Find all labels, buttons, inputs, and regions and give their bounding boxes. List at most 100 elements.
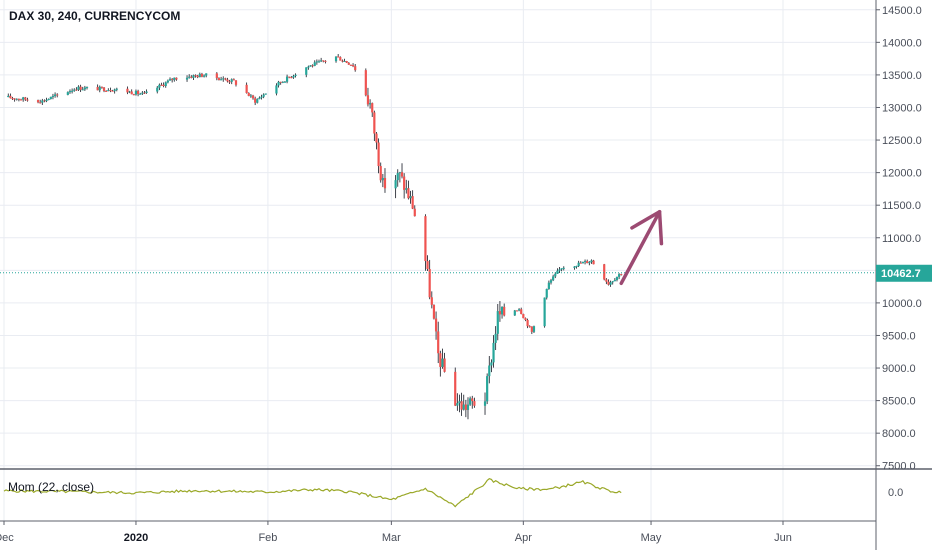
candle-body bbox=[469, 398, 472, 405]
candle-body bbox=[379, 166, 382, 181]
candle-body bbox=[134, 90, 138, 95]
candle-body bbox=[15, 98, 18, 100]
candle-body bbox=[283, 81, 287, 83]
candle-body bbox=[532, 326, 536, 332]
candle-body bbox=[145, 91, 148, 93]
candle-body bbox=[19, 99, 23, 101]
date-tick-label: May bbox=[641, 532, 662, 544]
arrow-head bbox=[630, 209, 664, 246]
candle-body bbox=[98, 86, 101, 91]
candle-body bbox=[583, 261, 587, 263]
candle-body bbox=[164, 82, 167, 86]
candle-body bbox=[613, 280, 616, 282]
candle-body bbox=[158, 84, 161, 88]
candle-body bbox=[579, 262, 582, 264]
candle-body bbox=[260, 96, 263, 98]
candle-body bbox=[264, 93, 267, 95]
candle-body bbox=[520, 309, 523, 315]
price-tick-label: 10000.0 bbox=[882, 298, 922, 310]
candle-body bbox=[75, 89, 78, 91]
candle-body bbox=[558, 269, 561, 271]
candle-body bbox=[496, 311, 499, 334]
price-tick-label: 13500.0 bbox=[882, 70, 922, 82]
candle-body bbox=[79, 86, 82, 90]
candle-body bbox=[126, 88, 129, 93]
candle-body bbox=[107, 90, 110, 92]
candle-body bbox=[560, 268, 563, 270]
candle-body bbox=[547, 282, 550, 290]
candle-body bbox=[322, 60, 325, 62]
candle-body bbox=[190, 76, 193, 78]
grid-lines bbox=[0, 0, 876, 521]
candle-body bbox=[247, 92, 250, 96]
momentum-label: Mom (22, close) bbox=[8, 480, 94, 494]
candle-body bbox=[454, 371, 457, 406]
candle-body bbox=[47, 98, 50, 100]
candle-body bbox=[166, 80, 169, 83]
candle-body bbox=[288, 76, 291, 78]
candle-body bbox=[354, 66, 357, 71]
candle-body bbox=[488, 365, 491, 377]
candle-body bbox=[526, 319, 529, 327]
candle-body bbox=[224, 78, 227, 80]
candle-body bbox=[607, 281, 610, 285]
candle-body bbox=[215, 73, 218, 79]
candle-body bbox=[136, 90, 140, 95]
candle-body bbox=[515, 310, 519, 312]
candle-body bbox=[43, 100, 46, 102]
candle-body bbox=[307, 66, 310, 68]
candle-body bbox=[375, 133, 378, 143]
candle-body bbox=[575, 265, 578, 267]
candle-body bbox=[275, 85, 278, 94]
candle-body bbox=[24, 97, 27, 100]
candle-body bbox=[503, 306, 506, 316]
candle-body bbox=[77, 86, 80, 90]
candle-body bbox=[343, 60, 346, 62]
candle-body bbox=[311, 65, 314, 67]
candle-body bbox=[168, 79, 172, 81]
candle-body bbox=[222, 78, 225, 80]
candle-body bbox=[394, 180, 397, 189]
candle-body bbox=[194, 75, 197, 77]
candle-body bbox=[396, 173, 399, 181]
last-price-box bbox=[876, 264, 932, 282]
candle-body bbox=[615, 276, 619, 281]
price-tick-label: 7500.0 bbox=[882, 461, 916, 473]
candle-body bbox=[56, 94, 59, 96]
chart-title: DAX 30, 240, CURRENCYCOM bbox=[9, 9, 180, 23]
candle-body bbox=[618, 274, 621, 277]
candle-body bbox=[528, 326, 531, 328]
candle-body bbox=[245, 84, 248, 93]
candle-body bbox=[254, 98, 257, 103]
candle-body bbox=[26, 99, 29, 101]
candle-body bbox=[486, 376, 489, 402]
candle-body bbox=[200, 73, 204, 77]
candle-body bbox=[71, 90, 74, 92]
date-tick-label: Mar bbox=[382, 532, 401, 544]
candle-body bbox=[517, 309, 521, 311]
candle-body bbox=[285, 76, 289, 82]
candle-body bbox=[83, 87, 86, 90]
candle-body bbox=[549, 280, 553, 283]
candle-body bbox=[513, 310, 516, 316]
candle-body bbox=[432, 304, 436, 319]
date-tick-label: Dec bbox=[0, 532, 14, 544]
candle-body bbox=[424, 216, 427, 262]
price-tick-label: 8500.0 bbox=[882, 396, 916, 408]
price-tick-label: 14500.0 bbox=[882, 5, 922, 17]
candle-body bbox=[113, 89, 116, 92]
candle-body bbox=[413, 208, 416, 217]
candle-body bbox=[458, 401, 461, 404]
candle-body bbox=[545, 289, 548, 298]
candle-body bbox=[498, 311, 502, 315]
candle-body bbox=[232, 79, 235, 81]
candle-body bbox=[611, 281, 614, 283]
candle-body bbox=[473, 401, 476, 406]
candle-body bbox=[256, 99, 259, 103]
candle-body bbox=[66, 92, 69, 95]
candle-body bbox=[349, 64, 353, 66]
candle-body bbox=[192, 75, 195, 78]
candle-body bbox=[494, 333, 497, 343]
candle-body bbox=[130, 91, 133, 95]
